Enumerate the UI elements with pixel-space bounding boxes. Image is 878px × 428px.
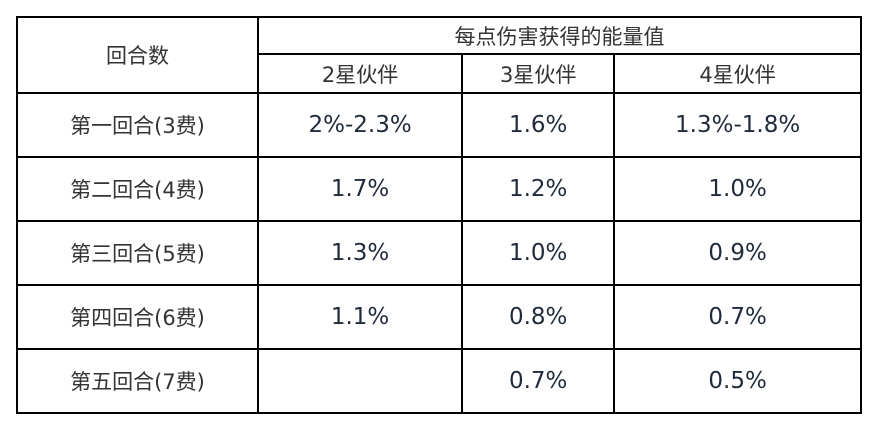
value-cell: 1.0% <box>613 156 862 222</box>
round-cell: 第一回合(3费) <box>16 92 259 158</box>
value-cell: 1.3%-1.8% <box>613 92 862 158</box>
table-row: 第一回合(3费) 2%-2.3% 1.6% 1.3%-1.8% <box>16 92 862 158</box>
column-header: 4星伙伴 <box>613 53 862 94</box>
column-header: 2星伙伴 <box>256 53 464 94</box>
value-cell: 0.5% <box>613 348 862 414</box>
value-cell: 1.0% <box>461 220 616 286</box>
energy-table: 回合数 每点伤害获得的能量值 2星伙伴 3星伙伴 4星伙伴 第一回合(3费) 2… <box>16 16 862 414</box>
round-cell: 第五回合(7费) <box>16 348 259 414</box>
value-cell: 1.6% <box>461 92 616 158</box>
value-cell: 2%-2.3% <box>256 92 464 158</box>
table-row: 第四回合(6费) 1.1% 0.8% 0.7% <box>16 284 862 350</box>
subheader-row: 2星伙伴 3星伙伴 4星伙伴 <box>17 53 862 94</box>
value-cell: 0.8% <box>461 284 616 350</box>
value-cell: 0.7% <box>613 284 862 350</box>
table-row: 第三回合(5费) 1.3% 1.0% 0.9% <box>16 220 862 286</box>
round-cell: 第二回合(4费) <box>16 156 259 222</box>
value-cell: 0.7% <box>461 348 616 414</box>
value-cell: 0.9% <box>613 220 862 286</box>
table-row: 第五回合(7费) 0.7% 0.5% <box>16 348 862 414</box>
header-row: 回合数 每点伤害获得的能量值 <box>16 16 862 94</box>
round-cell: 第三回合(5费) <box>16 220 259 286</box>
column-header: 3星伙伴 <box>461 53 616 94</box>
value-cell: 1.1% <box>256 284 464 350</box>
value-cell: 1.7% <box>256 156 464 222</box>
round-header: 回合数 <box>16 16 259 94</box>
table-row: 第二回合(4费) 1.7% 1.2% 1.0% <box>16 156 862 222</box>
value-cell: 1.3% <box>256 220 464 286</box>
value-cell <box>256 348 464 414</box>
round-cell: 第四回合(6费) <box>16 284 259 350</box>
value-cell: 1.2% <box>461 156 616 222</box>
group-header: 每点伤害获得的能量值 <box>257 16 862 55</box>
